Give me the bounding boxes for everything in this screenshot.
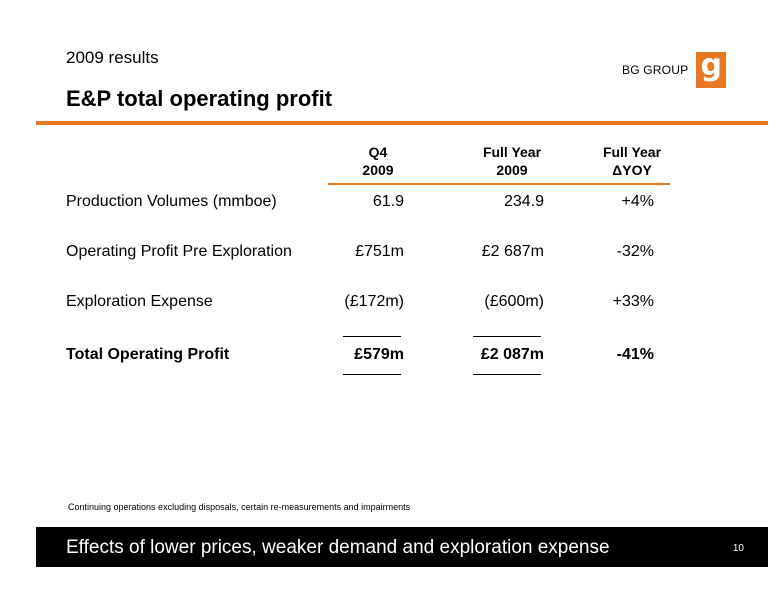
cell-yoy: +4% <box>621 193 654 210</box>
column-header-line1: Full Year <box>602 144 662 160</box>
cell-yoy: +33% <box>612 293 654 310</box>
header-underline <box>328 183 670 185</box>
total-rule-q4 <box>343 374 401 375</box>
bg-group-logo: BG GROUP g <box>622 48 727 88</box>
column-header-line2: 2009 <box>496 162 528 178</box>
column-header-full-year: Full Year 2009 <box>470 143 554 179</box>
cell-full-year: £2 087m <box>480 346 544 363</box>
cell-q4: £751m <box>355 243 404 260</box>
total-rule-full-year <box>473 374 541 375</box>
cell-q4: £579m <box>354 346 404 363</box>
row-label-operating-profit-pre-exploration: Operating Profit Pre Exploration <box>66 243 292 260</box>
row-label-total-operating-profit: Total Operating Profit <box>66 346 230 363</box>
page-number: 10 <box>732 543 744 554</box>
slide-subtitle: 2009 results <box>66 48 159 67</box>
slide-title: E&P total operating profit <box>66 86 333 111</box>
logo-mark-icon: g <box>696 48 727 88</box>
cell-full-year: (£600m) <box>484 293 544 310</box>
footnote: Continuing operations excluding disposal… <box>68 502 411 512</box>
summary-banner: Effects of lower prices, weaker demand a… <box>36 527 768 567</box>
cell-full-year: 234.9 <box>503 193 544 210</box>
cell-q4: 61.9 <box>372 193 404 210</box>
column-header-line1: Full Year <box>482 144 542 160</box>
row-label-production: Production Volumes (mmboe) <box>66 193 277 210</box>
logo-glyph: g <box>700 48 723 83</box>
cell-yoy: -41% <box>616 346 654 363</box>
cell-full-year: £2 687m <box>481 243 544 260</box>
cell-yoy: -32% <box>616 243 654 260</box>
cell-q4: (£172m) <box>344 293 404 310</box>
column-header-line1: Q4 <box>368 144 388 160</box>
column-header-line2: ΔYOY <box>612 162 652 178</box>
subtotal-rule-full-year <box>473 336 541 337</box>
column-header-q4: Q4 2009 <box>348 143 408 179</box>
row-label-exploration-expense: Exploration Expense <box>66 293 213 310</box>
subtotal-rule-q4 <box>343 336 401 337</box>
column-header-line2: 2009 <box>362 162 394 178</box>
banner-text: Effects of lower prices, weaker demand a… <box>66 537 610 558</box>
column-header-yoy: Full Year ΔYOY <box>592 143 672 179</box>
title-divider <box>36 121 768 125</box>
logo-text: BG GROUP <box>622 63 689 77</box>
